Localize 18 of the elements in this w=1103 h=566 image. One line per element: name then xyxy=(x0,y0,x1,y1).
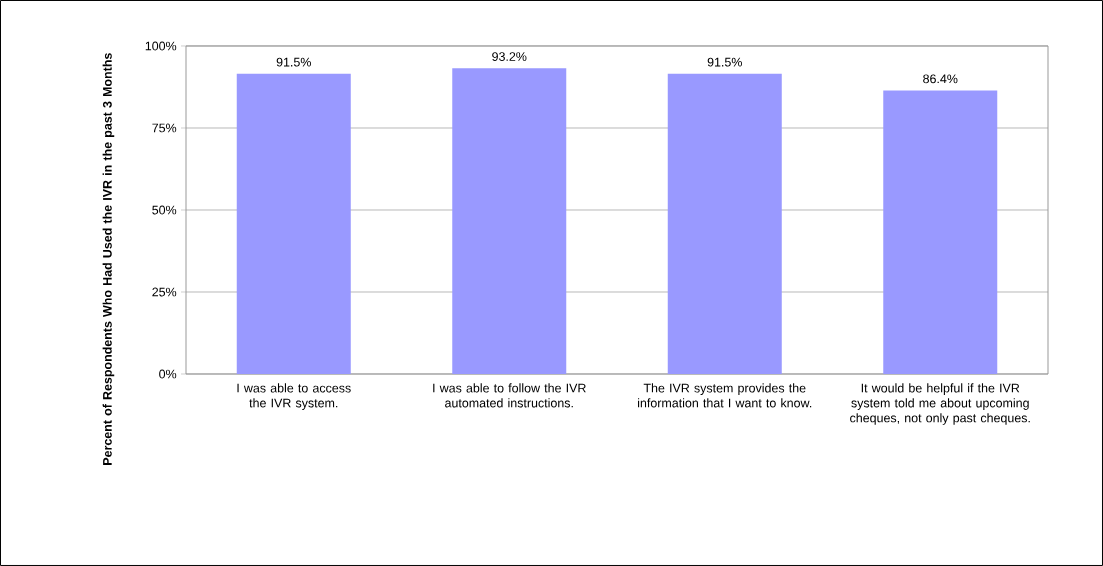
x-tick-label: I was able to follow the IVR automated instructions. xyxy=(433,383,586,408)
data-label: 86.4% xyxy=(923,74,958,84)
data-label: 93.2% xyxy=(492,52,527,61)
x-tick-label: The IVR system provides the information that I want to know. xyxy=(638,383,812,408)
data-label: 91.5% xyxy=(707,57,742,67)
bar xyxy=(452,68,567,374)
bar xyxy=(883,90,998,374)
x-tick-label: I was able to access the IVR system. xyxy=(237,383,351,410)
y-tick-label: 100% xyxy=(145,41,177,51)
data-label: 91.5% xyxy=(276,57,311,67)
bar xyxy=(667,73,782,374)
x-tick-label: It would be helpful if the IVR system told me about upcoming cheques, not only past cheques. xyxy=(850,383,1030,425)
y-axis-title: Percent of Respondents Who Had Used the IVR in the past 3 Months xyxy=(102,53,115,465)
y-tick-label: 25% xyxy=(152,287,177,297)
bar xyxy=(236,73,351,374)
y-tick-label: 50% xyxy=(152,205,177,215)
y-tick-label: 75% xyxy=(152,123,177,133)
y-tick-label: 0% xyxy=(159,369,177,379)
